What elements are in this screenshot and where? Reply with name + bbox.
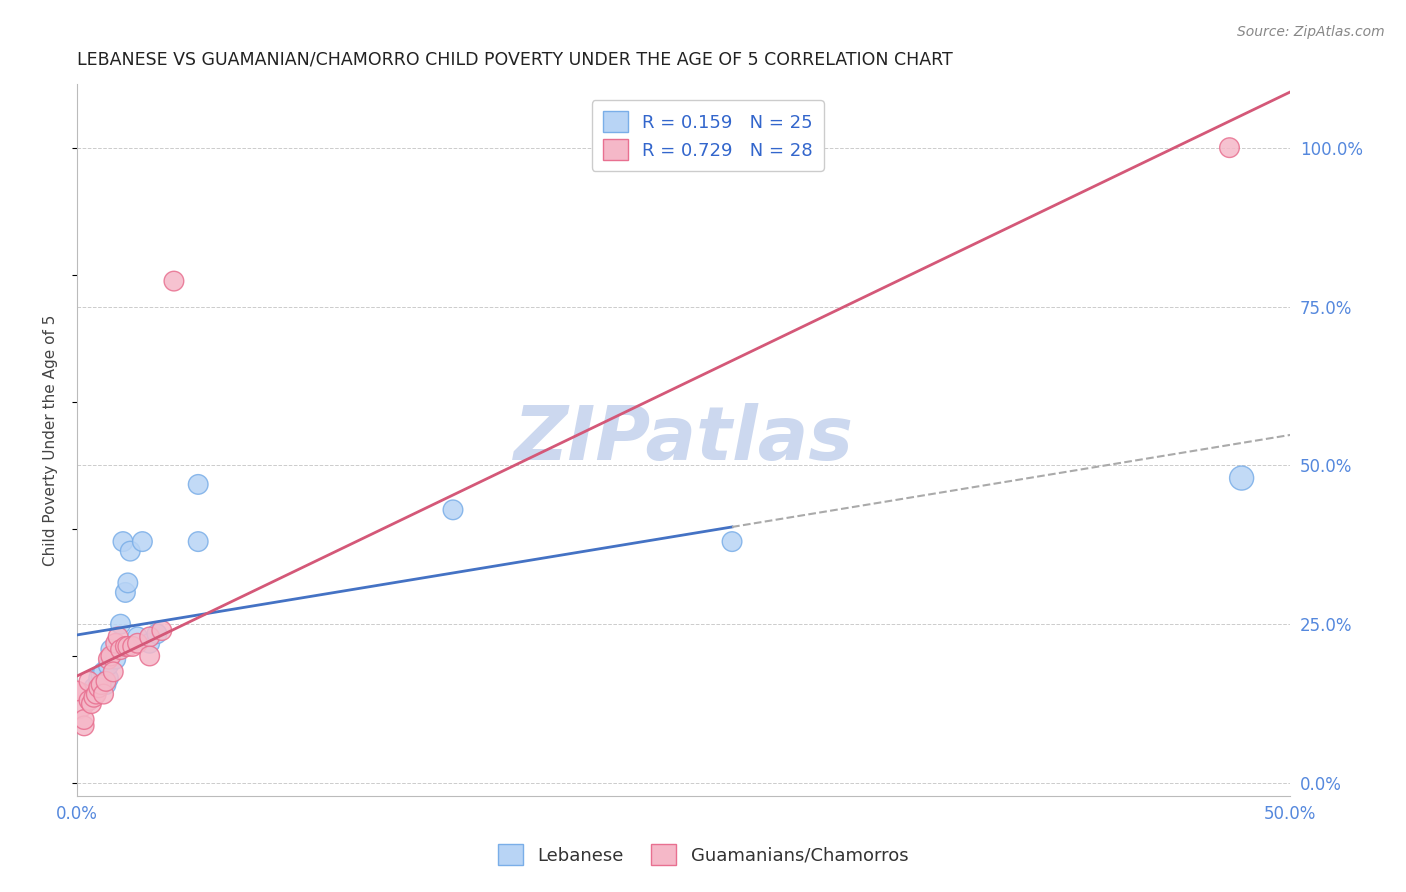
Point: [104, 636, 127, 650]
Point: [138, 648, 160, 663]
Point: [127, 630, 149, 644]
Point: [104, 652, 127, 666]
Point: [127, 636, 149, 650]
Point: [131, 534, 153, 549]
Point: [150, 624, 173, 638]
Point: [90, 677, 112, 691]
Point: [721, 534, 744, 549]
Point: [117, 640, 139, 654]
Point: [77, 674, 100, 689]
Legend: R = 0.159   N = 25, R = 0.729   N = 28: R = 0.159 N = 25, R = 0.729 N = 28: [592, 100, 824, 171]
Point: [110, 617, 132, 632]
Point: [121, 640, 143, 654]
Point: [94, 677, 117, 691]
Point: [146, 626, 169, 640]
Point: [97, 658, 120, 673]
Point: [103, 665, 125, 679]
Point: [87, 677, 110, 691]
Point: [163, 274, 186, 288]
Point: [120, 544, 142, 558]
Text: Source: ZipAtlas.com: Source: ZipAtlas.com: [1237, 25, 1385, 39]
Point: [114, 585, 136, 599]
Point: [110, 642, 132, 657]
Point: [87, 671, 110, 685]
Point: [93, 687, 115, 701]
Text: LEBANESE VS GUAMANIAN/CHAMORRO CHILD POVERTY UNDER THE AGE OF 5 CORRELATION CHAR: LEBANESE VS GUAMANIAN/CHAMORRO CHILD POV…: [77, 51, 953, 69]
Point: [77, 693, 100, 707]
Y-axis label: Child Poverty Under the Age of 5: Child Poverty Under the Age of 5: [44, 314, 58, 566]
Point: [73, 713, 96, 727]
Point: [107, 630, 129, 644]
Point: [84, 687, 107, 701]
Legend: Lebanese, Guamanians/Chamorros: Lebanese, Guamanians/Chamorros: [489, 835, 917, 874]
Point: [138, 636, 160, 650]
Point: [93, 665, 115, 679]
Text: ZIPatlas: ZIPatlas: [513, 403, 853, 476]
Point: [441, 503, 464, 517]
Point: [87, 681, 110, 695]
Point: [114, 640, 136, 654]
Point: [83, 690, 105, 705]
Point: [97, 671, 120, 685]
Point: [138, 630, 160, 644]
Point: [90, 668, 112, 682]
Point: [66, 693, 89, 707]
Point: [111, 534, 134, 549]
Point: [1230, 471, 1253, 485]
Point: [66, 684, 89, 698]
Point: [1218, 141, 1240, 155]
Point: [187, 477, 209, 491]
Point: [100, 648, 122, 663]
Point: [187, 534, 209, 549]
Point: [80, 697, 103, 711]
Point: [73, 719, 96, 733]
Point: [117, 575, 139, 590]
Point: [83, 681, 105, 695]
Point: [94, 674, 117, 689]
Point: [100, 642, 122, 657]
Point: [97, 652, 120, 666]
Point: [77, 693, 100, 707]
